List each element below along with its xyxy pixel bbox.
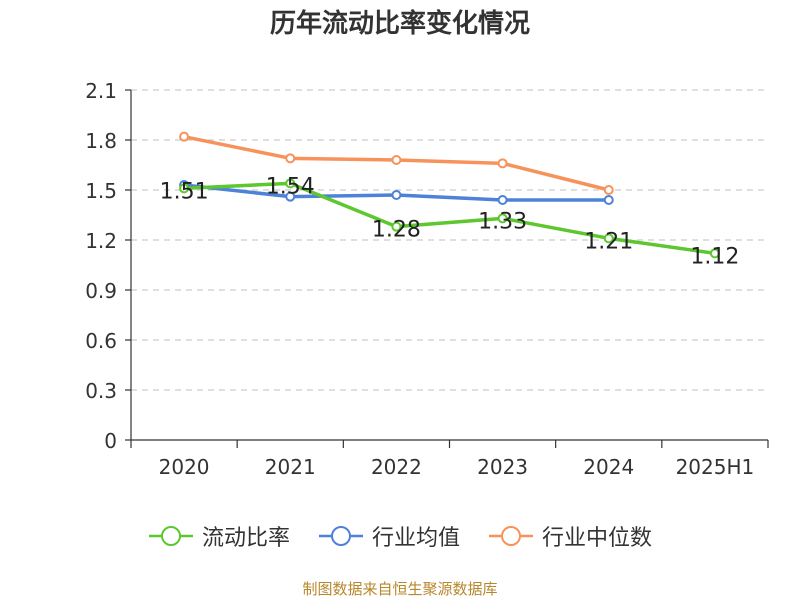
grid-layer <box>131 89 768 391</box>
legend-label: 流动比率 <box>201 526 290 551</box>
legend-item[interactable]: 行业均值 <box>318 520 460 552</box>
legend-swatch <box>489 526 533 546</box>
data-label: 1.21 <box>584 229 633 254</box>
legend-item[interactable]: 行业中位数 <box>488 520 652 552</box>
y-tick-label: 2.1 <box>85 79 117 103</box>
legend-label: 行业均值 <box>371 526 460 551</box>
data-label: 1.28 <box>372 218 421 243</box>
data-point <box>179 183 190 194</box>
data-point <box>179 131 190 142</box>
legend-swatch <box>148 526 193 546</box>
data-point <box>497 158 508 169</box>
series-layer <box>179 131 720 259</box>
data-point <box>285 178 296 189</box>
legend-item[interactable]: 流动比率 <box>148 520 290 552</box>
legend-label: 行业中位数 <box>542 526 653 551</box>
data-label: 1.54 <box>266 174 315 199</box>
y-tick-label: 1.2 <box>85 229 117 253</box>
x-tick-label: 2024 <box>583 455 634 479</box>
data-label: 1.51 <box>160 179 209 204</box>
legend-swatch-marker <box>330 526 351 546</box>
y-tick-label: 0 <box>104 429 117 453</box>
legend-swatch <box>318 526 363 546</box>
legend-swatch-marker <box>160 526 181 546</box>
legend-swatch-marker <box>501 526 521 546</box>
data-point <box>709 248 720 259</box>
data-label: 1.33 <box>478 209 527 234</box>
y-tick-label: 1.5 <box>85 179 117 203</box>
data-point <box>285 191 296 202</box>
data-point <box>285 153 296 164</box>
data-point <box>497 195 508 205</box>
data-point <box>497 213 508 224</box>
x-tick-label: 2025H1 <box>676 455 755 479</box>
x-tick-label: 2022 <box>371 455 422 479</box>
data-point <box>391 155 402 165</box>
data-point <box>603 185 614 195</box>
x-tick-label: 2020 <box>159 455 210 479</box>
axis-layer: 0 0.3 0.6 0.9 1.2 1.5 1.8 2.1 2020 2021 2022 2023 20… <box>85 79 769 479</box>
y-tick-label: 0.3 <box>85 379 117 403</box>
data-point <box>603 233 614 244</box>
y-tick-label: 0.6 <box>85 329 117 353</box>
data-point <box>391 190 402 200</box>
y-tick-label: 0.9 <box>85 279 117 303</box>
chart-title: 历年流动比率变化情况 <box>269 9 530 39</box>
x-tick-label: 2023 <box>477 455 528 479</box>
y-tick-label: 1.8 <box>85 129 117 153</box>
data-point <box>391 221 402 232</box>
source-note: 制图数据来自恒生聚源数据库 <box>302 580 498 598</box>
data-label: 1.12 <box>690 244 739 269</box>
x-tick-label: 2021 <box>265 455 316 479</box>
data-point <box>603 195 614 205</box>
legend: 流动比率 行业均值 行业中位数 <box>0 520 800 552</box>
series-line <box>184 181 716 256</box>
data-label-layer: 1.51 1.54 1.28 1.33 1.21 1.12 <box>160 174 740 269</box>
